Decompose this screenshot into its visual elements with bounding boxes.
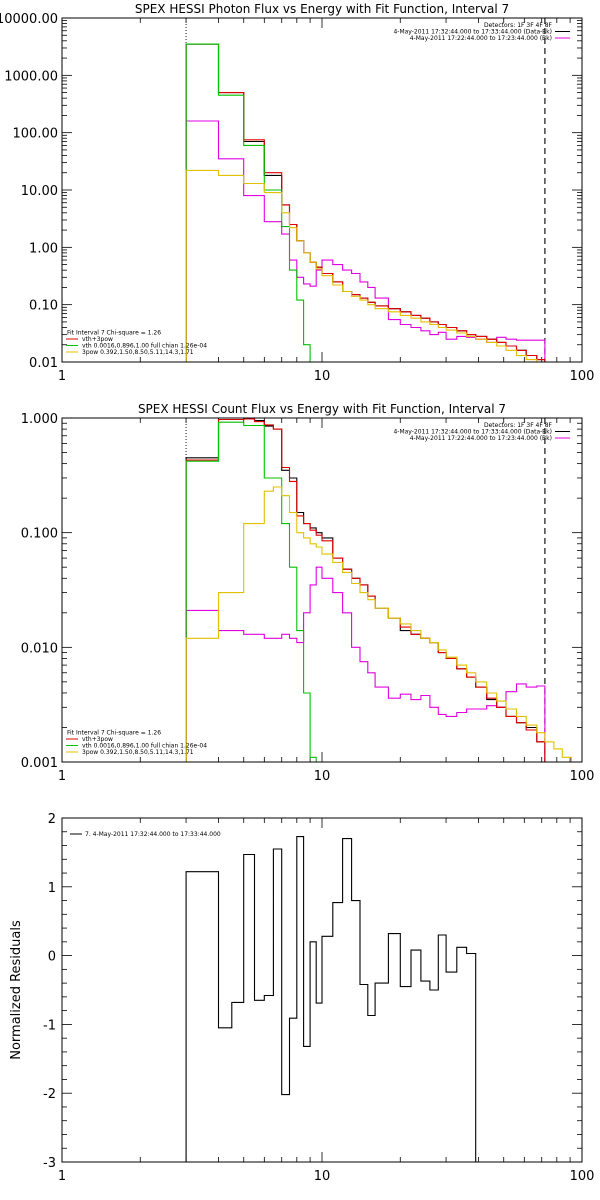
plot-frame bbox=[61, 817, 583, 1163]
series-group bbox=[185, 418, 572, 762]
chart-title: SPEX HESSI Photon Flux vs Energy with Fi… bbox=[135, 2, 509, 16]
series-line-3pow bbox=[185, 169, 546, 362]
x-tick-label: 10 bbox=[314, 1169, 331, 1184]
x-tick-label: 1 bbox=[58, 1169, 66, 1184]
y-tick-label: -3 bbox=[43, 1156, 56, 1171]
y-tick-label: 0.001 bbox=[21, 756, 58, 771]
chart-title: SPEX HESSI Count Flux vs Energy with Fit… bbox=[138, 402, 506, 416]
series-group bbox=[185, 43, 546, 362]
y-tick-label: 0.10 bbox=[29, 299, 58, 314]
y-tick-label: 0.010 bbox=[21, 641, 58, 656]
residuals-chart: 1 10 100 -3 -2 -1 0 1 2 Normalized Residuals 7. 4-… bbox=[9, 812, 594, 1184]
series-line-3pow bbox=[185, 486, 572, 762]
y-tick-label: 100.00 bbox=[13, 127, 59, 142]
legend-entry: 4-May-2011 17:32:44.000 to 17:33:44.000 … bbox=[393, 429, 552, 436]
x-tick-label: 100 bbox=[570, 1169, 595, 1184]
legend-entry: Fit Interval 7 Chi-square = 1.26 bbox=[67, 730, 161, 737]
count-flux-chart: SPEX HESSI Count Flux vs Energy with Fit… bbox=[21, 402, 595, 784]
y-tick-label: 2 bbox=[48, 812, 56, 827]
y-tick-label: 1.00 bbox=[29, 241, 58, 256]
series-line-vth bbox=[185, 43, 546, 362]
legend-entry: vth+3pow bbox=[82, 336, 113, 343]
y-tick-label: 0.01 bbox=[29, 356, 58, 371]
legend-entry: vth 0.0016,0.896,1.00 full chian 1.26e-0… bbox=[82, 343, 207, 350]
legend-entry: vth 0.0016,0.896,1.00 full chian 1.26e-0… bbox=[82, 743, 207, 750]
y-axis-label: Normalized Residuals bbox=[9, 920, 24, 1060]
series-line-vth bbox=[185, 421, 546, 762]
legend-entry: 3pow 0.392,1.50,8.50,5.11,14.3,1.71 bbox=[82, 749, 194, 756]
y-tick-label: 1000.00 bbox=[4, 69, 58, 84]
plot-frame bbox=[61, 417, 583, 763]
x-tick-label: 10 bbox=[314, 369, 331, 384]
series-line-residual bbox=[185, 836, 477, 1162]
legend-entry: Detectors: 1F 3F 4F 8F bbox=[484, 22, 553, 29]
legend-entry: 3pow 0.392,1.50,8.50,5.11,14.3,1.71 bbox=[82, 349, 194, 356]
legend-entry: 4-May-2011 17:22:44.000 to 17:23:44.000 … bbox=[410, 435, 552, 442]
series-line-vth-3pow bbox=[185, 43, 546, 362]
series-line-bk bbox=[185, 120, 546, 362]
legend-entry: Fit Interval 7 Chi-square = 1.26 bbox=[67, 330, 161, 337]
legend-entry: vth+3pow bbox=[82, 736, 113, 743]
x-tick-label: 100 bbox=[570, 369, 595, 384]
y-tick-label: -1 bbox=[43, 1018, 56, 1033]
legend-entry: 4-May-2011 17:32:44.000 to 17:33:44.000 … bbox=[393, 29, 552, 36]
y-tick-label: 10.00 bbox=[21, 184, 58, 199]
y-tick-label: 10000.00 bbox=[0, 12, 58, 27]
series-line-bk bbox=[185, 566, 546, 762]
x-tick-label: 1 bbox=[58, 769, 66, 784]
series-line-vth-3pow bbox=[185, 418, 546, 762]
y-tick-label: 1 bbox=[48, 881, 56, 896]
y-tick-label: -2 bbox=[43, 1087, 56, 1102]
y-tick-label: 1.000 bbox=[21, 412, 58, 427]
x-tick-label: 100 bbox=[570, 769, 595, 784]
photon-flux-chart: SPEX HESSI Photon Flux vs Energy with Fi… bbox=[0, 2, 594, 384]
legend-entry: 4-May-2011 17:22:44.000 to 17:23:44.000 … bbox=[410, 35, 552, 42]
plot-frame bbox=[61, 17, 583, 363]
x-tick-label: 10 bbox=[314, 769, 331, 784]
legend-entry: Detectors: 1F 3F 4F 8F bbox=[484, 422, 553, 429]
x-tick-label: 1 bbox=[58, 369, 66, 384]
y-tick-label: 0.100 bbox=[21, 527, 58, 542]
legend-entry: 7. 4-May-2011 17:32:44.000 to 17:33:44.0… bbox=[85, 831, 221, 838]
y-tick-label: 0 bbox=[48, 950, 56, 965]
series-group bbox=[185, 836, 477, 1162]
